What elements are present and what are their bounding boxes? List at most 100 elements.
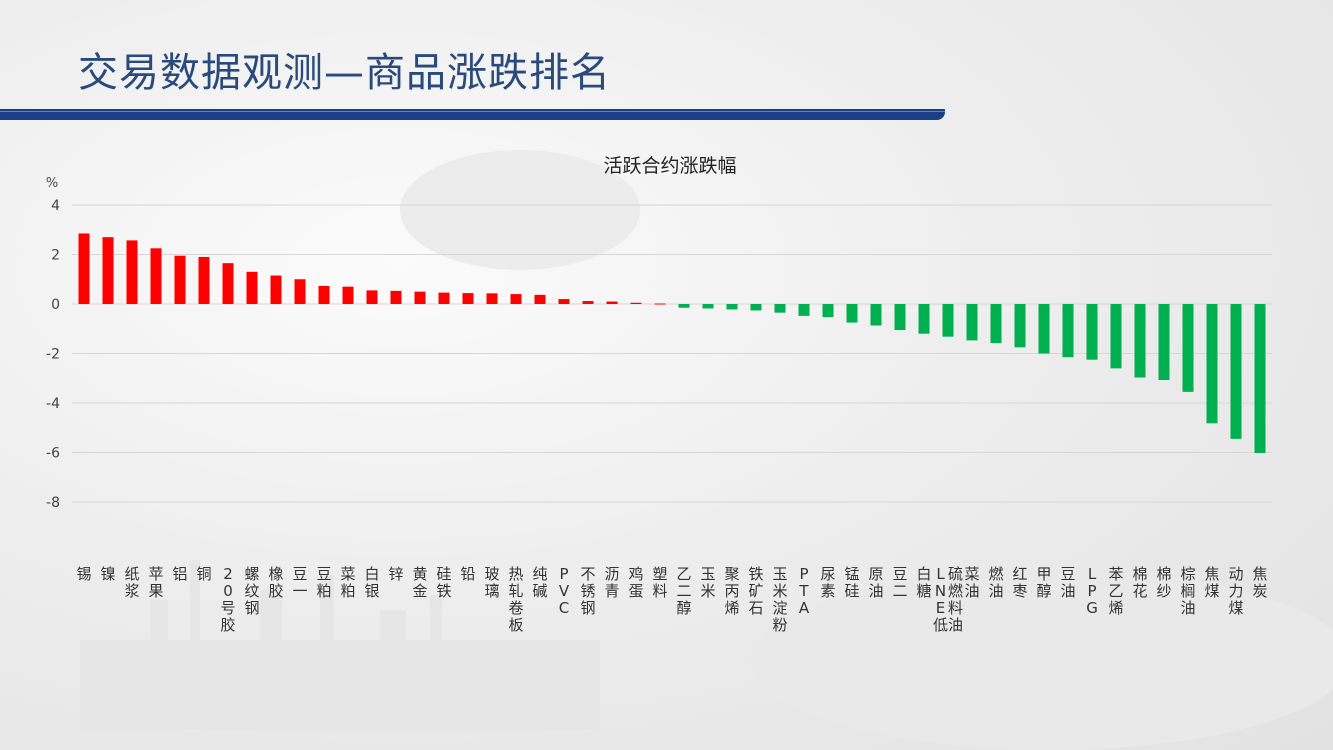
bar (102, 237, 114, 304)
bar (990, 304, 1002, 344)
bar (1206, 304, 1218, 424)
x-tick-label: 玉米 (700, 565, 715, 600)
bar (702, 304, 714, 309)
bar (1230, 304, 1242, 439)
x-tick-label: 螺纹钢 (244, 565, 259, 617)
x-tick-label: 焦炭 (1252, 565, 1267, 600)
bar (1086, 304, 1098, 360)
x-tick-label: 塑料 (652, 565, 667, 600)
x-tick-label: 锡 (76, 565, 91, 583)
bar (558, 299, 570, 304)
x-tick-label: 沥青 (604, 565, 619, 600)
bar (294, 279, 306, 304)
slide-title: 交易数据观测—商品涨跌排名 (78, 50, 611, 96)
bar (174, 255, 186, 304)
bar (414, 291, 426, 304)
x-tick-label: 燃油 (988, 565, 1003, 600)
chart-title: 活跃合约涨跌幅 (603, 155, 736, 177)
bar (774, 304, 786, 313)
bar (726, 304, 738, 310)
y-tick-label: -8 (46, 495, 60, 511)
x-tick-label: 纯碱 (532, 565, 547, 600)
bar (678, 304, 690, 308)
x-tick-label: 乙二醇 (676, 565, 691, 617)
x-tick-label: 菜油 (964, 565, 979, 600)
bar (894, 304, 906, 330)
bar (822, 304, 834, 318)
bar (606, 301, 618, 304)
y-tick-label: 2 (51, 248, 60, 264)
bar (222, 263, 234, 304)
x-tick-label: 鸡蛋 (628, 565, 643, 600)
bar (1110, 304, 1122, 369)
y-tick-label: -6 (46, 446, 60, 462)
bar (318, 285, 330, 304)
x-tick-label: 锌 (388, 565, 403, 583)
x-tick-label: 铅 (460, 565, 475, 583)
bar (942, 304, 954, 337)
x-tick-label: 玉米淀粉 (772, 565, 787, 634)
bar (630, 302, 642, 304)
bar (1014, 304, 1026, 348)
x-tick-label: 焦煤 (1204, 565, 1219, 600)
x-tick-label: 铜 (196, 565, 211, 583)
y-tick-label: -4 (46, 396, 60, 412)
x-tick-label: 豆二 (892, 565, 907, 600)
bar (798, 304, 810, 316)
bar (270, 275, 282, 304)
x-tick-label: 苹果 (148, 565, 163, 600)
bar (1134, 304, 1146, 378)
bar (582, 301, 594, 304)
x-tick-label: 菜粕 (340, 565, 355, 600)
x-tick-label: 尿素 (820, 565, 835, 600)
x-tick-label: 玻璃 (484, 565, 499, 600)
x-tick-label: 镍 (100, 565, 115, 583)
x-tick-label: 硅铁 (436, 565, 451, 600)
x-tick-label: 不锈钢 (580, 565, 595, 617)
x-tick-label: 棉纱 (1156, 565, 1171, 600)
x-tick-label: 红枣 (1012, 565, 1027, 600)
bar (966, 304, 978, 341)
bar (390, 290, 402, 304)
bar (486, 293, 498, 304)
x-tick-label: 铝 (172, 565, 187, 583)
x-tick-label: 黄金 (412, 565, 427, 600)
x-tick-label: 白银 (364, 565, 379, 600)
bar (1158, 304, 1170, 380)
x-tick-label: 铁矿石 (748, 565, 763, 617)
bar (918, 304, 930, 334)
x-tick-label: 棉花 (1132, 565, 1147, 600)
bar (654, 303, 666, 305)
title-rule (0, 109, 945, 120)
bar (1182, 304, 1194, 392)
x-tick-label: 豆一 (292, 565, 307, 600)
x-tick-label: 原油 (868, 565, 883, 600)
bar (510, 294, 522, 304)
y-tick-label: 0 (51, 297, 60, 313)
x-tick-label: 甲醇 (1036, 565, 1051, 600)
bar (342, 286, 354, 304)
bar (750, 304, 762, 311)
bar (150, 248, 162, 304)
bar (534, 294, 546, 304)
x-tick-label: 锰硅 (844, 565, 859, 600)
bar (198, 256, 210, 304)
y-tick-label: -2 (46, 347, 60, 363)
x-tick-label: 2 0 号胶 (220, 565, 235, 634)
bar (870, 304, 882, 326)
y-axis-unit-label: % (46, 176, 58, 191)
bar (1062, 304, 1074, 358)
x-tick-label: 豆粕 (316, 565, 331, 600)
x-tick-label: 动力煤 (1228, 565, 1243, 617)
bar (78, 233, 90, 304)
bar (126, 240, 138, 304)
bar (462, 293, 474, 304)
x-tick-label: 豆油 (1060, 565, 1075, 600)
x-tick-label: 苯乙烯 (1108, 565, 1123, 617)
x-tick-label: 橡胶 (268, 565, 283, 600)
x-tick-label: 白糖 (916, 565, 931, 600)
